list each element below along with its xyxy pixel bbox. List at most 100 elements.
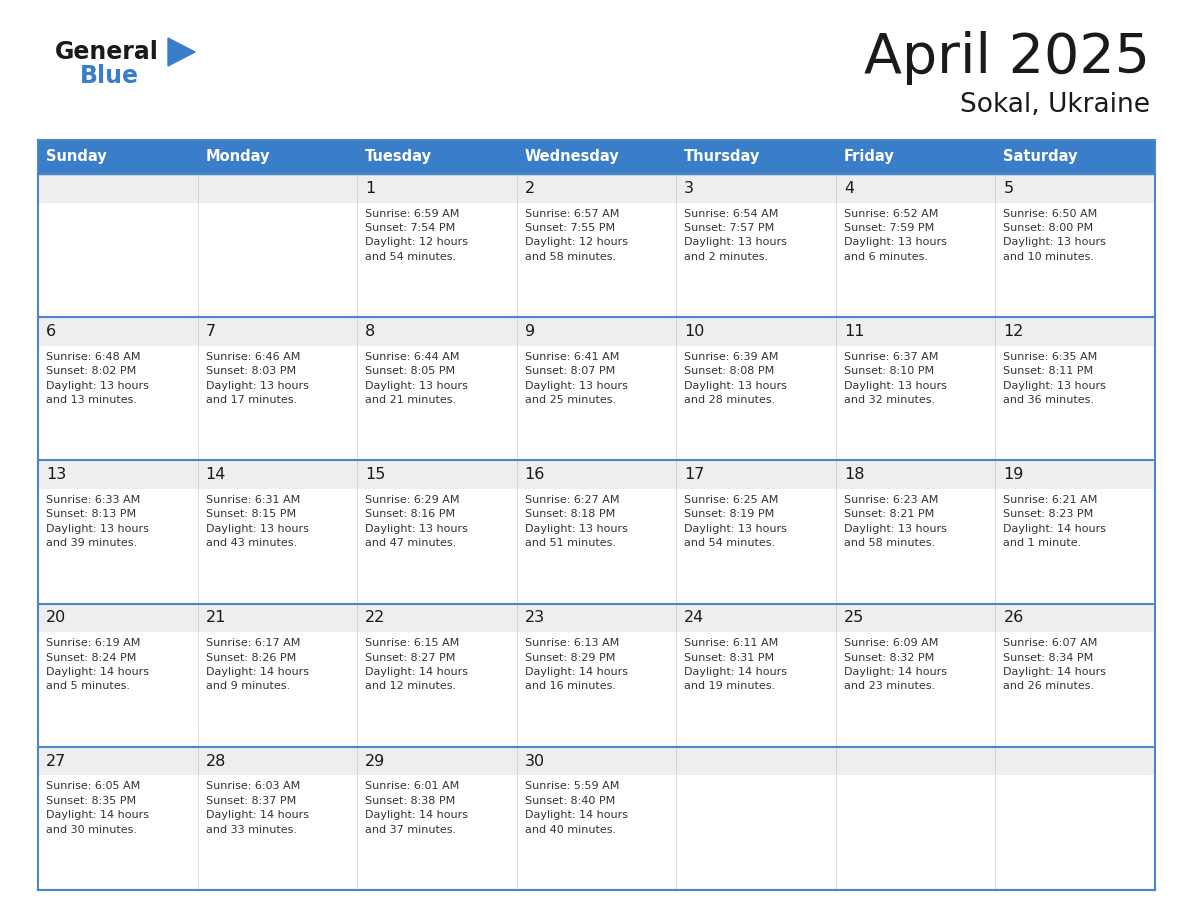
Bar [836,776,996,890]
Text: Sunrise: 6:50 AM
Sunset: 8:00 PM
Daylight: 13 hours
and 10 minutes.: Sunrise: 6:50 AM Sunset: 8:00 PM Dayligh… [1004,208,1106,262]
Text: Sunrise: 6:27 AM
Sunset: 8:18 PM
Daylight: 13 hours
and 51 minutes.: Sunrise: 6:27 AM Sunset: 8:18 PM Dayligh… [525,495,627,548]
Text: Sunrise: 6:54 AM
Sunset: 7:57 PM
Daylight: 13 hours
and 2 minutes.: Sunrise: 6:54 AM Sunset: 7:57 PM Dayligh… [684,208,788,262]
Text: Sunrise: 6:19 AM
Sunset: 8:24 PM
Daylight: 14 hours
and 5 minutes.: Sunrise: 6:19 AM Sunset: 8:24 PM Dayligh… [46,638,148,691]
Bar [38,747,197,776]
Text: Sunrise: 6:21 AM
Sunset: 8:23 PM
Daylight: 14 hours
and 1 minute.: Sunrise: 6:21 AM Sunset: 8:23 PM Dayligh… [1004,495,1106,548]
Text: Sunrise: 6:29 AM
Sunset: 8:16 PM
Daylight: 13 hours
and 47 minutes.: Sunrise: 6:29 AM Sunset: 8:16 PM Dayligh… [365,495,468,548]
Text: Tuesday: Tuesday [365,150,432,164]
Bar [836,318,996,346]
Bar [38,346,197,461]
Text: 27: 27 [46,754,67,768]
Bar [358,747,517,776]
Bar [358,489,517,604]
Text: 14: 14 [206,467,226,482]
Bar [996,318,1155,346]
Text: 8: 8 [365,324,375,339]
Text: 6: 6 [46,324,56,339]
Bar [38,318,197,346]
Bar [38,604,197,633]
Bar [836,203,996,318]
Bar [996,203,1155,318]
Bar [358,346,517,461]
Text: 20: 20 [46,610,67,625]
Bar [996,776,1155,890]
Bar [996,174,1155,203]
Bar [358,174,517,203]
Text: Sunrise: 5:59 AM
Sunset: 8:40 PM
Daylight: 14 hours
and 40 minutes.: Sunrise: 5:59 AM Sunset: 8:40 PM Dayligh… [525,781,627,834]
Text: 22: 22 [365,610,385,625]
Bar [996,747,1155,776]
Bar [996,633,1155,747]
Bar [676,203,836,318]
Bar [197,747,358,776]
Bar [38,633,197,747]
Bar [197,318,358,346]
Text: 2: 2 [525,181,535,196]
Bar [836,604,996,633]
Text: Sunrise: 6:01 AM
Sunset: 8:38 PM
Daylight: 14 hours
and 37 minutes.: Sunrise: 6:01 AM Sunset: 8:38 PM Dayligh… [365,781,468,834]
Text: Monday: Monday [206,150,270,164]
Bar [358,318,517,346]
Text: 26: 26 [1004,610,1024,625]
Bar [197,203,358,318]
Bar [517,318,676,346]
Text: Blue: Blue [80,64,139,88]
Text: Sunrise: 6:17 AM
Sunset: 8:26 PM
Daylight: 14 hours
and 9 minutes.: Sunrise: 6:17 AM Sunset: 8:26 PM Dayligh… [206,638,309,691]
Text: Sunrise: 6:48 AM
Sunset: 8:02 PM
Daylight: 13 hours
and 13 minutes.: Sunrise: 6:48 AM Sunset: 8:02 PM Dayligh… [46,352,148,405]
Bar [517,174,676,203]
Text: 21: 21 [206,610,226,625]
Text: Sunrise: 6:37 AM
Sunset: 8:10 PM
Daylight: 13 hours
and 32 minutes.: Sunrise: 6:37 AM Sunset: 8:10 PM Dayligh… [843,352,947,405]
Bar [836,747,996,776]
Bar [996,461,1155,489]
Bar [836,633,996,747]
Text: 13: 13 [46,467,67,482]
Bar [197,461,358,489]
Text: 3: 3 [684,181,694,196]
Bar [38,776,197,890]
Text: Wednesday: Wednesday [525,150,619,164]
Text: Sunrise: 6:13 AM
Sunset: 8:29 PM
Daylight: 14 hours
and 16 minutes.: Sunrise: 6:13 AM Sunset: 8:29 PM Dayligh… [525,638,627,691]
Bar [836,174,996,203]
Text: 24: 24 [684,610,704,625]
Text: Sunrise: 6:57 AM
Sunset: 7:55 PM
Daylight: 12 hours
and 58 minutes.: Sunrise: 6:57 AM Sunset: 7:55 PM Dayligh… [525,208,627,262]
Bar [676,747,836,776]
Bar [676,776,836,890]
Text: 17: 17 [684,467,704,482]
Text: 12: 12 [1004,324,1024,339]
Text: Sunrise: 6:07 AM
Sunset: 8:34 PM
Daylight: 14 hours
and 26 minutes.: Sunrise: 6:07 AM Sunset: 8:34 PM Dayligh… [1004,638,1106,691]
Text: 5: 5 [1004,181,1013,196]
Text: 25: 25 [843,610,864,625]
Text: Sunrise: 6:52 AM
Sunset: 7:59 PM
Daylight: 13 hours
and 6 minutes.: Sunrise: 6:52 AM Sunset: 7:59 PM Dayligh… [843,208,947,262]
Bar [38,489,197,604]
Text: 10: 10 [684,324,704,339]
Text: Sunrise: 6:25 AM
Sunset: 8:19 PM
Daylight: 13 hours
and 54 minutes.: Sunrise: 6:25 AM Sunset: 8:19 PM Dayligh… [684,495,788,548]
Bar [197,633,358,747]
Bar [38,174,197,203]
Bar [197,604,358,633]
Text: Sunday: Sunday [46,150,107,164]
Text: 15: 15 [365,467,386,482]
Bar [676,633,836,747]
Bar [517,203,676,318]
Bar [517,633,676,747]
Text: Sunrise: 6:03 AM
Sunset: 8:37 PM
Daylight: 14 hours
and 33 minutes.: Sunrise: 6:03 AM Sunset: 8:37 PM Dayligh… [206,781,309,834]
Bar [517,346,676,461]
Text: General: General [55,40,159,64]
Text: Sunrise: 6:46 AM
Sunset: 8:03 PM
Daylight: 13 hours
and 17 minutes.: Sunrise: 6:46 AM Sunset: 8:03 PM Dayligh… [206,352,309,405]
Text: Sokal, Ukraine: Sokal, Ukraine [960,92,1150,118]
Bar [676,489,836,604]
Bar [197,346,358,461]
Bar [517,776,676,890]
Polygon shape [168,38,195,66]
Bar [517,461,676,489]
Bar [358,633,517,747]
Text: Sunrise: 6:11 AM
Sunset: 8:31 PM
Daylight: 14 hours
and 19 minutes.: Sunrise: 6:11 AM Sunset: 8:31 PM Dayligh… [684,638,788,691]
Bar [836,489,996,604]
Bar [197,489,358,604]
Text: Sunrise: 6:23 AM
Sunset: 8:21 PM
Daylight: 13 hours
and 58 minutes.: Sunrise: 6:23 AM Sunset: 8:21 PM Dayligh… [843,495,947,548]
Text: 1: 1 [365,181,375,196]
Bar [676,346,836,461]
Bar [996,489,1155,604]
Text: Sunrise: 6:35 AM
Sunset: 8:11 PM
Daylight: 13 hours
and 36 minutes.: Sunrise: 6:35 AM Sunset: 8:11 PM Dayligh… [1004,352,1106,405]
Text: Sunrise: 6:44 AM
Sunset: 8:05 PM
Daylight: 13 hours
and 21 minutes.: Sunrise: 6:44 AM Sunset: 8:05 PM Dayligh… [365,352,468,405]
